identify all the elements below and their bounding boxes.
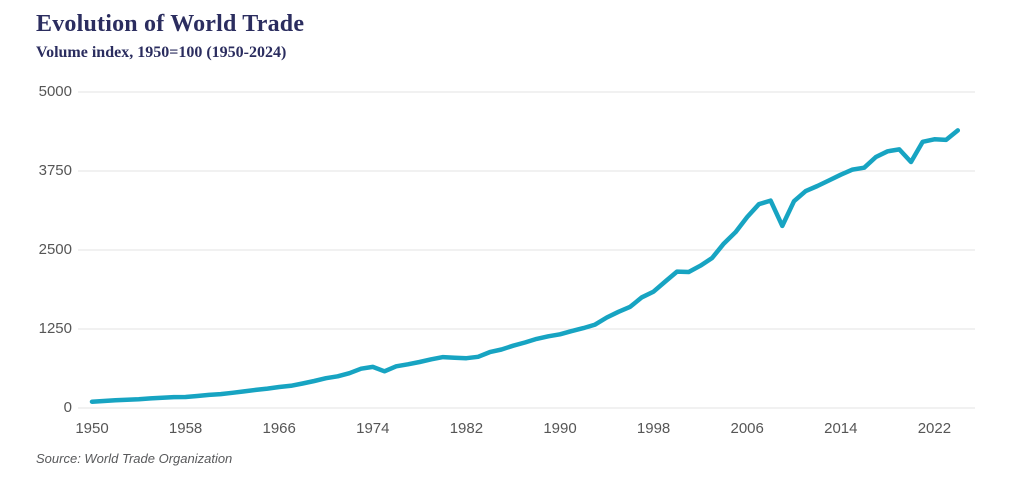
- chart-title: Evolution of World Trade: [36, 11, 305, 37]
- chart-source: Source: World Trade Organization: [36, 451, 233, 466]
- y-axis-tick-label: 1250: [38, 320, 72, 337]
- x-axis-tick-label: 2022: [917, 420, 952, 437]
- x-axis-tick-label: 2006: [730, 420, 764, 437]
- x-axis-tick-label: 1998: [636, 420, 671, 437]
- trade-volume-line: [89, 128, 961, 404]
- y-axis-tick-label: 3750: [38, 162, 72, 179]
- y-axis-tick-label: 2500: [38, 241, 72, 258]
- chart-subtitle: Volume index, 1950=100 (1950-2024): [36, 44, 287, 61]
- x-axis-tick-label: 1982: [449, 420, 484, 437]
- y-axis-tick-label: 5000: [38, 83, 72, 100]
- x-axis-tick-label: 1974: [356, 420, 390, 437]
- y-axis-tick-label: 0: [63, 399, 72, 416]
- x-axis-tick-label: 1958: [168, 420, 203, 437]
- x-axis-tick-label: 2014: [824, 420, 858, 437]
- x-axis-tick-label: 1990: [543, 420, 577, 437]
- x-axis-tick-label: 1950: [75, 420, 109, 437]
- x-axis-tick-label: 1966: [262, 420, 296, 437]
